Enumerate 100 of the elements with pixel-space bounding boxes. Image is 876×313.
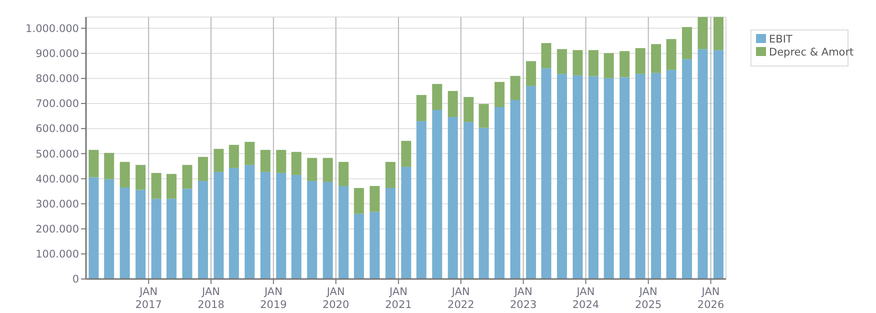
bar: [291, 152, 302, 175]
bar: [478, 128, 489, 279]
bar: [276, 150, 286, 173]
bar: [682, 59, 692, 279]
y-tick-label: 500.000: [36, 148, 79, 160]
bar: [604, 78, 614, 279]
y-tick-label: 1.000.000: [26, 22, 79, 35]
bar: [698, 49, 708, 279]
bar: [478, 104, 489, 128]
bar: [401, 166, 412, 279]
bar: [322, 158, 333, 182]
bar: [416, 121, 426, 279]
bar: [572, 50, 583, 76]
y-tick-label: 700.000: [36, 98, 79, 110]
y-tick-label: 300.000: [36, 198, 79, 210]
bar: [588, 50, 598, 76]
bar: [510, 76, 520, 100]
bar: [182, 188, 192, 279]
bar: [510, 100, 520, 279]
bar: [666, 70, 676, 279]
bar: [713, 17, 724, 50]
bar: [432, 84, 442, 110]
bar: [120, 162, 130, 188]
bar: [526, 61, 536, 86]
bar: [432, 110, 442, 279]
legend-label: EBIT: [769, 34, 793, 46]
bar: [401, 140, 412, 167]
bar: [136, 164, 146, 190]
bar: [604, 53, 614, 78]
bar: [244, 142, 255, 165]
x-tick-label: JAN 2025: [634, 286, 662, 311]
legend-label: Deprec & Amort: [769, 46, 854, 59]
y-tick-label: 900.000: [36, 48, 79, 60]
bar: [556, 49, 567, 74]
bar: [338, 162, 349, 186]
bar: [136, 190, 146, 279]
bar: [120, 187, 130, 279]
bar: [214, 148, 224, 172]
bar: [198, 180, 208, 279]
bar: [620, 77, 630, 279]
bar: [354, 188, 364, 214]
bar: [228, 168, 239, 279]
bar: [88, 150, 99, 178]
bar: [104, 179, 114, 279]
bar: [104, 152, 114, 180]
bar: [370, 212, 380, 279]
x-tick-label: JAN 2019: [260, 286, 287, 311]
x-tick-label: JAN 2026: [697, 286, 724, 311]
bar: [338, 186, 349, 279]
bar: [385, 188, 396, 279]
bar: [464, 122, 474, 279]
x-tick-label: JAN 2023: [510, 286, 537, 311]
bar: [228, 144, 239, 168]
bar: [354, 214, 364, 279]
bar: [494, 107, 505, 279]
bar: [166, 198, 177, 279]
bar: [88, 177, 99, 279]
x-tick-label: JAN 2021: [385, 286, 412, 311]
bar: [214, 172, 224, 279]
bar: [166, 174, 177, 199]
y-tick-label: 400.000: [36, 173, 79, 186]
x-tick-label: JAN 2017: [135, 286, 162, 311]
bar: [464, 96, 474, 122]
bar: [494, 82, 505, 108]
x-tick-label: JAN 2022: [448, 286, 474, 311]
bar: [151, 172, 162, 199]
bar: [260, 172, 270, 279]
bar: [698, 17, 708, 50]
bar: [635, 48, 646, 74]
bar: [307, 158, 318, 181]
bar: [556, 74, 567, 279]
y-tick-label: 0: [72, 274, 79, 286]
bar: [541, 43, 552, 68]
y-tick-label: 100.000: [36, 248, 79, 261]
bar: [291, 174, 302, 279]
bar: [651, 72, 662, 279]
bar: [635, 74, 646, 279]
bar: [370, 186, 380, 212]
bar: [322, 182, 333, 279]
bar: [666, 39, 676, 70]
bar: [385, 162, 396, 188]
bar: [182, 164, 192, 189]
y-tick-label: 800.000: [36, 73, 79, 86]
bar: [307, 180, 318, 279]
bar: [572, 75, 583, 279]
bar: [260, 150, 270, 172]
bar: [541, 68, 552, 279]
bar: [713, 50, 724, 279]
bar: [244, 164, 255, 279]
x-tick-label: JAN 2020: [322, 286, 350, 311]
bar: [198, 156, 208, 181]
bar: [448, 117, 458, 279]
x-tick-label: JAN 2018: [198, 286, 224, 311]
bar: [588, 76, 598, 279]
bar: [151, 198, 162, 279]
x-tick-label: JAN 2024: [572, 286, 600, 311]
bar: [620, 51, 630, 78]
bar: [651, 44, 662, 73]
bar: [276, 172, 286, 279]
bar: [526, 86, 536, 279]
